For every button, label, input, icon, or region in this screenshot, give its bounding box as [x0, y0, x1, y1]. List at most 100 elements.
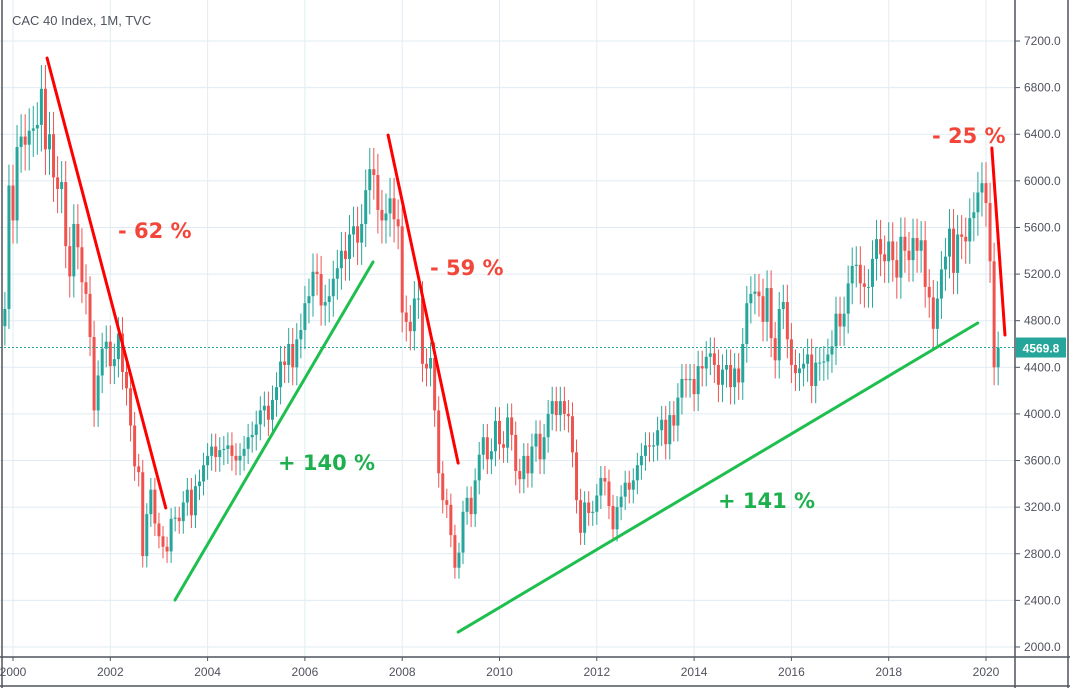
candle-body	[15, 147, 19, 221]
candle-body	[270, 399, 274, 420]
candle-body	[708, 353, 712, 357]
price-tick-label: 3200.0	[1024, 500, 1061, 514]
time-tick-label: 2018	[875, 665, 902, 679]
candle-body	[846, 283, 850, 314]
time-tick-label: 2006	[292, 665, 319, 679]
candle-body	[96, 375, 100, 411]
candle-body	[923, 240, 927, 287]
candle-body	[502, 444, 506, 448]
candle-body	[189, 489, 193, 516]
candle-body	[3, 309, 7, 327]
candle-body	[19, 136, 23, 148]
candle-body	[331, 278, 335, 297]
price-tick-label: 6400.0	[1024, 127, 1061, 141]
price-tick-label: 6000.0	[1024, 174, 1061, 188]
candle-body	[230, 445, 234, 456]
candle-body	[457, 552, 461, 568]
candle-body	[814, 362, 818, 386]
candle-body	[473, 480, 477, 515]
candle-body	[793, 364, 797, 374]
candle-body	[120, 333, 124, 372]
candle-body	[976, 192, 980, 213]
candle-body	[575, 452, 579, 501]
candle-body	[246, 437, 250, 449]
candle-body	[927, 286, 931, 298]
time-tick-label: 2008	[389, 665, 416, 679]
candle-body	[360, 223, 364, 243]
candle-body	[696, 366, 700, 395]
candle-body	[319, 274, 323, 306]
candle-body	[303, 303, 307, 331]
candle-body	[437, 410, 441, 474]
candle-body	[522, 455, 526, 480]
candle-body	[250, 434, 254, 438]
candle-body	[145, 514, 149, 557]
time-tick-label: 2000	[0, 665, 27, 679]
candle-body	[603, 478, 607, 482]
candle-body	[769, 288, 773, 339]
candle-body	[818, 362, 822, 364]
candle-body	[712, 353, 716, 365]
candle-body	[412, 298, 416, 332]
candle-body	[481, 437, 485, 455]
candle-body	[226, 445, 230, 449]
candle-body	[631, 480, 635, 490]
candle-body	[960, 234, 964, 237]
candle-body	[992, 261, 996, 368]
candle-body	[542, 437, 546, 460]
candle-body	[550, 401, 554, 414]
candle-body	[125, 371, 129, 389]
candle-body	[895, 260, 899, 278]
candle-body	[664, 419, 668, 445]
candle-body	[275, 387, 279, 400]
candle-body	[157, 523, 161, 537]
candle-body	[822, 361, 826, 363]
candle-body	[899, 236, 903, 278]
candle-body	[635, 465, 639, 481]
candle-body	[757, 291, 761, 297]
candle-body	[534, 433, 538, 447]
candle-body	[907, 250, 911, 261]
candle-body	[210, 446, 214, 456]
candle-body	[92, 337, 96, 411]
candle-body	[315, 271, 319, 275]
candle-body	[279, 361, 283, 388]
candle-body	[720, 369, 724, 385]
candle-body	[749, 293, 753, 304]
candle-body	[887, 241, 891, 262]
candle-body	[980, 183, 984, 193]
candle-body	[506, 417, 510, 448]
candle-body	[104, 341, 108, 349]
candle-body	[595, 495, 599, 512]
candle-body	[498, 420, 501, 445]
candle-body	[84, 282, 88, 294]
price-tick-label: 2400.0	[1024, 593, 1061, 607]
candle-body	[972, 212, 976, 219]
candle-body	[416, 298, 420, 300]
candle-body	[704, 356, 708, 369]
candle-body	[108, 341, 112, 367]
percent-change-label: + 141 %	[718, 489, 815, 513]
time-tick-label: 2016	[778, 665, 805, 679]
candle-body	[311, 271, 315, 297]
candle-body	[295, 339, 299, 368]
candle-body	[343, 250, 347, 259]
candle-body	[258, 410, 262, 425]
time-tick-label: 2014	[681, 665, 708, 679]
candle-body	[299, 330, 303, 340]
trendline-decline	[45, 56, 168, 510]
candle-body	[510, 417, 514, 435]
time-tick-label: 2002	[97, 665, 124, 679]
candle-body	[193, 486, 197, 516]
candle-body	[716, 364, 720, 385]
candle-body	[352, 226, 356, 235]
candle-body	[493, 420, 497, 452]
candle-body	[64, 182, 68, 247]
candle-body	[700, 366, 704, 369]
candle-body	[262, 405, 266, 411]
candle-body	[765, 288, 769, 322]
candle-body	[883, 254, 887, 262]
candle-body	[461, 511, 465, 553]
candle-body	[465, 497, 469, 512]
